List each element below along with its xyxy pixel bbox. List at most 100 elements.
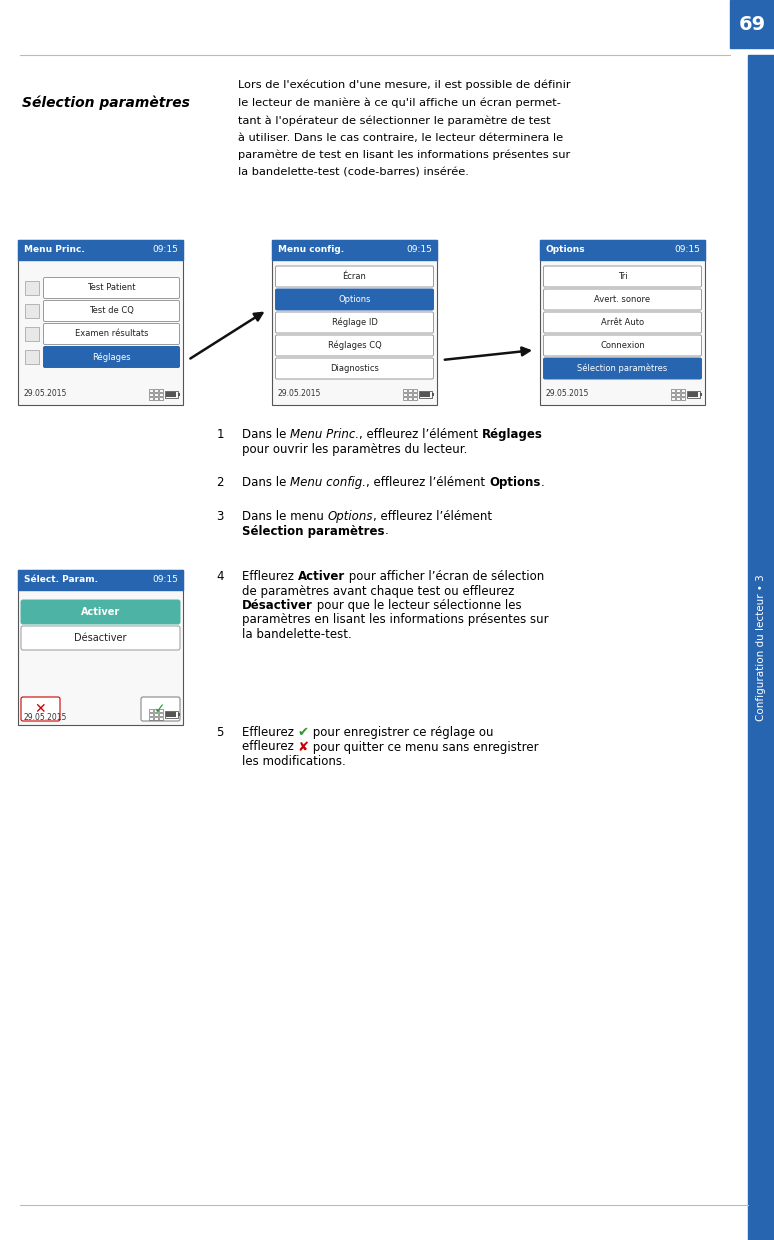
Text: Dans le: Dans le bbox=[242, 428, 290, 441]
FancyBboxPatch shape bbox=[543, 358, 701, 379]
Text: Réglage ID: Réglage ID bbox=[331, 317, 378, 327]
Text: Test de CQ: Test de CQ bbox=[89, 306, 134, 315]
Bar bbox=[681, 389, 685, 392]
Bar bbox=[419, 391, 432, 398]
Text: Menu Princ.: Menu Princ. bbox=[290, 428, 359, 441]
FancyBboxPatch shape bbox=[21, 600, 180, 624]
Bar bbox=[272, 241, 437, 260]
FancyBboxPatch shape bbox=[276, 267, 433, 286]
Text: 2: 2 bbox=[216, 476, 224, 489]
Text: .: . bbox=[540, 476, 544, 489]
Text: Arrêt Auto: Arrêt Auto bbox=[601, 317, 644, 327]
Bar bbox=[149, 397, 153, 401]
Bar bbox=[540, 241, 705, 405]
FancyBboxPatch shape bbox=[276, 335, 433, 356]
Bar bbox=[540, 241, 705, 260]
Text: pour afficher l’écran de sélection: pour afficher l’écran de sélection bbox=[345, 570, 544, 583]
Text: à utiliser. Dans le cas contraire, le lecteur déterminera le: à utiliser. Dans le cas contraire, le le… bbox=[238, 133, 563, 143]
Text: le lecteur de manière à ce qu'il affiche un écran permet-: le lecteur de manière à ce qu'il affiche… bbox=[238, 98, 561, 108]
Text: Désactiver: Désactiver bbox=[74, 632, 127, 644]
Text: 29.05.2015: 29.05.2015 bbox=[23, 388, 67, 398]
Text: Test Patient: Test Patient bbox=[87, 284, 135, 293]
FancyBboxPatch shape bbox=[21, 626, 180, 650]
Bar bbox=[413, 393, 417, 396]
Text: la bandelette-test (code-barres) insérée.: la bandelette-test (code-barres) insérée… bbox=[238, 167, 469, 177]
Bar bbox=[154, 713, 158, 715]
Text: Options: Options bbox=[338, 295, 371, 304]
Bar bbox=[159, 397, 163, 401]
Text: Menu config.: Menu config. bbox=[278, 246, 344, 254]
Bar bbox=[408, 393, 412, 396]
Text: 4: 4 bbox=[216, 570, 224, 583]
Text: effleurez: effleurez bbox=[242, 740, 298, 754]
Text: Réglages CQ: Réglages CQ bbox=[327, 341, 382, 350]
Bar bbox=[159, 717, 163, 720]
FancyBboxPatch shape bbox=[43, 324, 180, 345]
Bar bbox=[149, 709, 153, 712]
Bar bbox=[403, 397, 407, 401]
Text: , effleurez l’élément: , effleurez l’élément bbox=[366, 476, 489, 489]
Text: 09:15: 09:15 bbox=[152, 575, 178, 584]
Text: Lors de l'exécution d'une mesure, il est possible de définir: Lors de l'exécution d'une mesure, il est… bbox=[238, 81, 570, 91]
Text: Options: Options bbox=[546, 246, 586, 254]
Bar bbox=[403, 393, 407, 396]
Bar bbox=[18, 570, 183, 725]
Text: Configuration du lecteur • 3: Configuration du lecteur • 3 bbox=[756, 574, 766, 720]
Text: pour enregistrer ce réglage ou: pour enregistrer ce réglage ou bbox=[309, 725, 493, 739]
Text: paramètres en lisant les informations présentes sur: paramètres en lisant les informations pr… bbox=[242, 614, 549, 626]
Text: 69: 69 bbox=[738, 15, 765, 33]
Text: Désactiver: Désactiver bbox=[242, 599, 313, 613]
Text: Diagnostics: Diagnostics bbox=[330, 365, 379, 373]
Bar bbox=[676, 389, 680, 392]
Bar bbox=[730, 0, 774, 48]
Bar bbox=[676, 393, 680, 396]
Bar bbox=[178, 393, 180, 396]
Text: Effleurez: Effleurez bbox=[242, 725, 298, 739]
Bar bbox=[681, 397, 685, 401]
Text: Réglages: Réglages bbox=[482, 428, 543, 441]
Text: .: . bbox=[385, 525, 389, 537]
Text: la bandelette-test.: la bandelette-test. bbox=[242, 627, 351, 641]
Text: Sélection paramètres: Sélection paramètres bbox=[577, 363, 668, 373]
Bar bbox=[25, 281, 39, 295]
Text: , effleurez l’élément: , effleurez l’élément bbox=[359, 428, 482, 441]
FancyBboxPatch shape bbox=[276, 289, 433, 310]
Bar bbox=[25, 304, 39, 317]
Text: 3: 3 bbox=[216, 510, 224, 523]
Bar bbox=[18, 570, 183, 590]
Text: Dans le: Dans le bbox=[242, 476, 290, 489]
Text: 29.05.2015: 29.05.2015 bbox=[23, 713, 67, 722]
Bar bbox=[676, 397, 680, 401]
Bar bbox=[748, 55, 774, 1240]
Text: Dans le menu: Dans le menu bbox=[242, 510, 327, 523]
Bar bbox=[159, 389, 163, 392]
Text: ✔: ✔ bbox=[298, 725, 309, 739]
Bar bbox=[687, 391, 700, 398]
Bar bbox=[681, 393, 685, 396]
Bar bbox=[671, 389, 675, 392]
Bar bbox=[159, 393, 163, 396]
Text: 29.05.2015: 29.05.2015 bbox=[277, 388, 320, 398]
Bar bbox=[166, 392, 176, 397]
Text: Options: Options bbox=[489, 476, 540, 489]
Bar bbox=[166, 712, 176, 717]
Text: ✓: ✓ bbox=[154, 702, 166, 715]
Bar bbox=[149, 389, 153, 392]
Bar bbox=[154, 393, 158, 396]
Bar bbox=[700, 393, 702, 396]
Text: Sélection paramètres: Sélection paramètres bbox=[242, 525, 385, 537]
FancyBboxPatch shape bbox=[43, 300, 180, 321]
Text: Réglages: Réglages bbox=[92, 352, 131, 362]
Bar bbox=[25, 327, 39, 341]
Bar bbox=[413, 389, 417, 392]
Bar bbox=[432, 393, 434, 396]
Text: , effleurez l’élément: , effleurez l’élément bbox=[373, 510, 492, 523]
Bar bbox=[403, 389, 407, 392]
FancyBboxPatch shape bbox=[141, 697, 180, 720]
FancyBboxPatch shape bbox=[543, 289, 701, 310]
Bar bbox=[154, 389, 158, 392]
Text: les modifications.: les modifications. bbox=[242, 755, 346, 768]
Bar bbox=[408, 389, 412, 392]
Text: pour ouvrir les paramètres du lecteur.: pour ouvrir les paramètres du lecteur. bbox=[242, 443, 467, 455]
Bar bbox=[18, 241, 183, 405]
